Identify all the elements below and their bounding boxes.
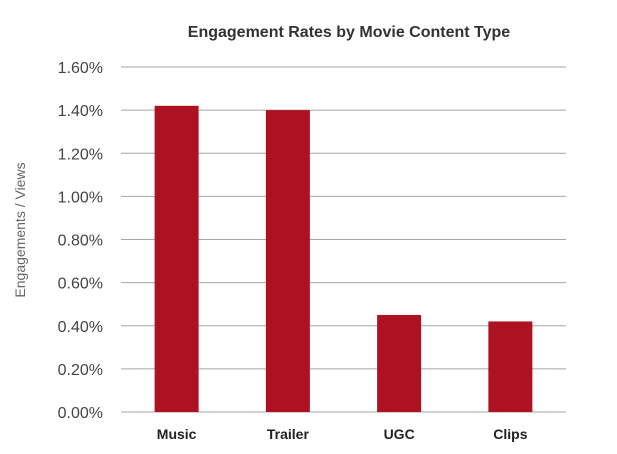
y-tick-label: 1.40%	[58, 103, 103, 120]
y-tick-label: 0.60%	[58, 276, 103, 293]
x-tick-label: UGC	[384, 426, 415, 442]
y-tick-label: 0.40%	[58, 319, 103, 336]
y-tick-labels: 0.00% 0.20% 0.40% 0.60% 0.80% 1.00% 1.20% 1.40%…	[58, 60, 103, 422]
x-tick-label: Clips	[493, 426, 527, 442]
x-tick-label: Trailer	[267, 426, 310, 442]
bar-clips	[488, 321, 533, 412]
y-axis-label: Engagements / Views	[12, 162, 28, 297]
bar-trailer	[265, 110, 310, 412]
x-tick-label: Music	[157, 426, 197, 442]
chart-title: Engagement Rates by Movie Content Type	[188, 24, 511, 41]
y-tick-label: 1.60%	[58, 60, 103, 77]
bar-ugc	[377, 314, 422, 412]
y-tick-label: 0.00%	[58, 405, 103, 422]
y-tick-label: 0.20%	[58, 362, 103, 379]
bar-music	[154, 105, 199, 412]
y-tick-label: 1.00%	[58, 189, 103, 206]
y-tick-label: 1.20%	[58, 146, 103, 163]
bars	[154, 105, 533, 412]
y-tick-label: 0.80%	[58, 233, 103, 250]
x-tick-labels: Music Trailer UGC Clips	[157, 426, 528, 442]
